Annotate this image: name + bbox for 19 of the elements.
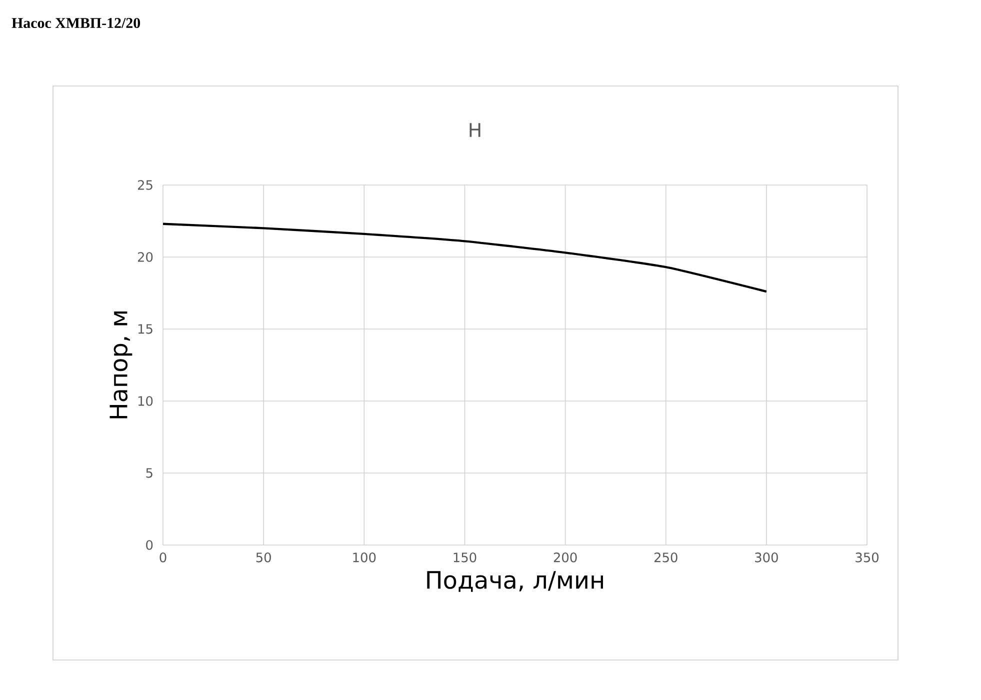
- x-tick-label: 100: [353, 552, 376, 562]
- y-tick-label: 15: [138, 324, 152, 334]
- x-tick-label: 150: [454, 552, 476, 562]
- x-tick-label: 350: [856, 552, 878, 562]
- chart-subtitle: H: [470, 123, 480, 137]
- line-series: [163, 222, 768, 293]
- y-tick-label: 10: [138, 396, 153, 406]
- y-tick-label: 5: [146, 468, 152, 478]
- chart-title: Насос ХМВП-12/20: [12, 18, 140, 28]
- x-tick-label: 50: [256, 552, 271, 562]
- y-tick-label: 0: [146, 540, 153, 550]
- y-axis-title: Напор, м: [110, 312, 132, 418]
- x-axis-title: Подача, л/мин: [427, 571, 603, 592]
- x-tick-label: 0: [160, 552, 166, 562]
- y-tick-label: 20: [138, 252, 153, 262]
- x-tick-label: 300: [755, 552, 778, 562]
- y-tick-label: 25: [138, 180, 152, 190]
- x-tick-label: 250: [654, 552, 678, 562]
- x-tick-label: 200: [554, 552, 577, 562]
